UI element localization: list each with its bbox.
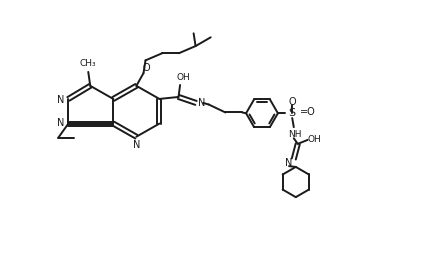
Text: N: N <box>57 118 64 128</box>
Text: NH: NH <box>288 130 301 139</box>
Text: N: N <box>198 98 206 108</box>
Text: =O: =O <box>300 108 316 117</box>
Text: O: O <box>288 97 296 107</box>
Text: OH: OH <box>176 73 190 82</box>
Text: N: N <box>134 140 141 150</box>
Text: CH₃: CH₃ <box>80 59 96 68</box>
Text: N: N <box>57 95 64 105</box>
Text: N: N <box>285 158 292 168</box>
Text: OH: OH <box>308 134 321 144</box>
Text: S: S <box>288 108 296 118</box>
Text: O: O <box>143 62 151 73</box>
